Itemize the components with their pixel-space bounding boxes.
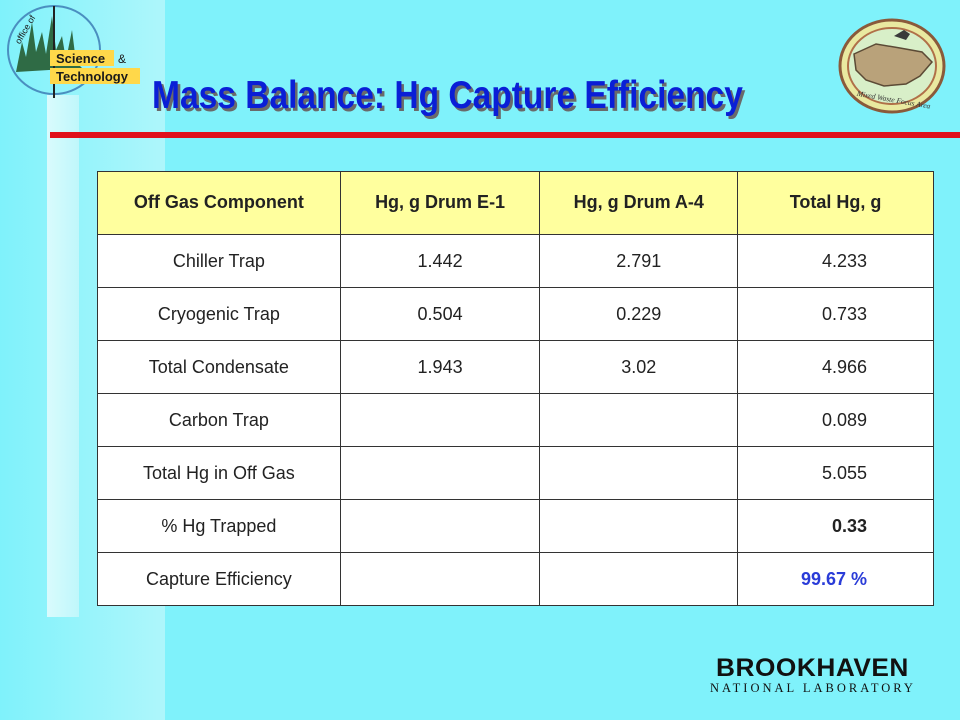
row-label: Capture Efficiency <box>97 552 341 606</box>
brookhaven-logo-name: BROOKHAVEN <box>716 654 909 682</box>
cell-total-hg: 4.233 <box>737 234 934 288</box>
cell-drum-a4: 0.229 <box>539 287 739 341</box>
brookhaven-logo: BROOKHAVEN NATIONAL LABORATORY <box>708 654 920 696</box>
cell-drum-e1 <box>339 552 541 606</box>
cell-capture-efficiency: 99.67 % <box>737 552 934 606</box>
row-label: Total Hg in Off Gas <box>97 446 341 500</box>
table-header-row: Off Gas Component Hg, g Drum E-1 Hg, g D… <box>97 171 934 235</box>
row-label: Carbon Trap <box>97 393 341 447</box>
row-label: Chiller Trap <box>97 234 341 288</box>
header-hg-drum-a4: Hg, g Drum A-4 <box>539 171 739 235</box>
slide-title: Mass Balance: Hg Capture Efficiency <box>152 74 743 117</box>
cell-drum-a4 <box>539 446 739 500</box>
cell-drum-a4 <box>539 393 739 447</box>
table-row: Total Hg in Off Gas 5.055 <box>97 446 934 500</box>
logo-line-science: Science <box>56 51 105 66</box>
cell-drum-e1 <box>339 499 541 553</box>
mass-balance-table: Off Gas Component Hg, g Drum E-1 Hg, g D… <box>97 171 934 606</box>
cell-drum-a4: 2.791 <box>539 234 739 288</box>
cell-total-hg: 5.055 <box>737 446 934 500</box>
logo-line-technology: Technology <box>56 69 129 84</box>
cell-drum-e1: 1.943 <box>339 340 541 394</box>
header-off-gas-component: Off Gas Component <box>97 171 341 235</box>
table-row: % Hg Trapped 0.33 <box>97 499 934 553</box>
brookhaven-logo-subtitle: NATIONAL LABORATORY <box>710 681 916 695</box>
cell-drum-e1 <box>339 393 541 447</box>
row-label: % Hg Trapped <box>97 499 341 553</box>
table-row: Chiller Trap 1.442 2.791 4.233 <box>97 234 934 288</box>
mixed-waste-focus-area-logo: Mixed Waste Focus Area <box>838 18 946 114</box>
table-row: Carbon Trap 0.089 <box>97 393 934 447</box>
cell-total-hg: 0.733 <box>737 287 934 341</box>
logo-ampersand: & <box>118 52 126 66</box>
cell-drum-e1: 1.442 <box>339 234 541 288</box>
cell-drum-a4 <box>539 499 739 553</box>
cell-total-hg: 4.966 <box>737 340 934 394</box>
cell-drum-a4: 3.02 <box>539 340 739 394</box>
row-label: Total Condensate <box>97 340 341 394</box>
cell-total-hg: 0.089 <box>737 393 934 447</box>
left-decorative-stripe <box>47 95 79 617</box>
table-row: Cryogenic Trap 0.504 0.229 0.733 <box>97 287 934 341</box>
cell-drum-a4 <box>539 552 739 606</box>
title-divider-rule <box>50 132 960 138</box>
office-of-science-technology-logo: Science & Technology office of <box>7 5 140 98</box>
header-total-hg: Total Hg, g <box>737 171 934 235</box>
cell-drum-e1: 0.504 <box>339 287 541 341</box>
header-hg-drum-e1: Hg, g Drum E-1 <box>339 171 541 235</box>
cell-drum-e1 <box>339 446 541 500</box>
table-row: Capture Efficiency 99.67 % <box>97 552 934 606</box>
cell-total-hg: 0.33 <box>737 499 934 553</box>
row-label: Cryogenic Trap <box>97 287 341 341</box>
table-row: Total Condensate 1.943 3.02 4.966 <box>97 340 934 394</box>
